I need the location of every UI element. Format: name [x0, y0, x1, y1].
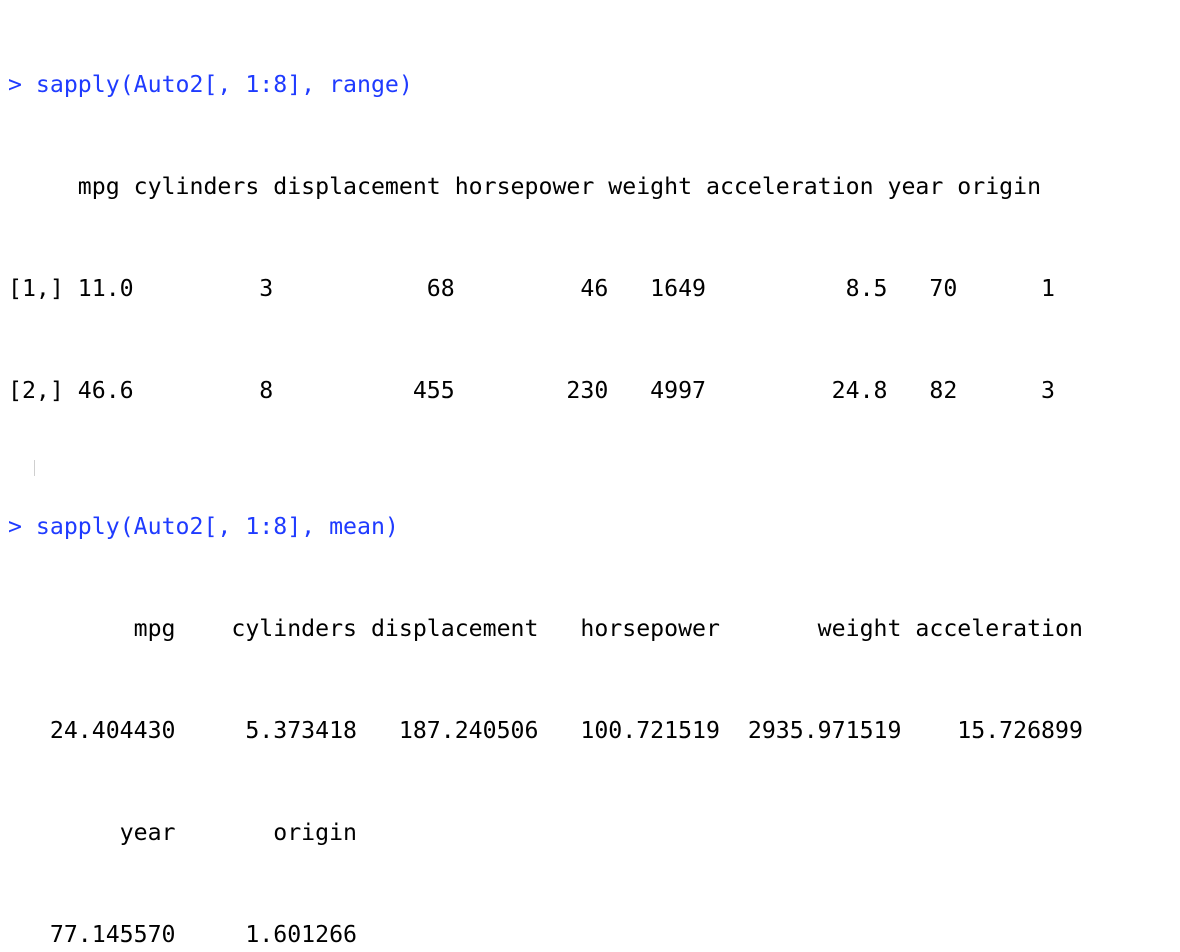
- command-text: sapply(Auto2[, 1:8], mean): [21, 513, 399, 540]
- text-cursor: [34, 460, 35, 476]
- prompt-symbol: >: [8, 71, 22, 98]
- output-line: mpg cylinders displacement horsepower we…: [8, 173, 1042, 200]
- output-line: [1,] 11.0 3 68 46 1649 8.5 70 1: [8, 275, 1056, 302]
- output-line: [2,] 46.6 8 455 230 4997 24.8 82 3: [8, 377, 1056, 404]
- output-line: 77.145570 1.601266: [8, 921, 358, 948]
- output-line: year origin: [8, 819, 358, 846]
- r-console[interactable]: > sapply(Auto2[, 1:8], range) mpg cylind…: [8, 0, 1180, 948]
- command-line: > sapply(Auto2[, 1:8], mean): [8, 510, 1180, 544]
- output-line: 24.404430 5.373418 187.240506 100.721519…: [8, 717, 1083, 744]
- command-line: > sapply(Auto2[, 1:8], range): [8, 68, 1180, 102]
- command-text: sapply(Auto2[, 1:8], range): [21, 71, 413, 98]
- prompt-symbol: >: [8, 513, 22, 540]
- output-line: mpg cylinders displacement horsepower we…: [8, 615, 1083, 642]
